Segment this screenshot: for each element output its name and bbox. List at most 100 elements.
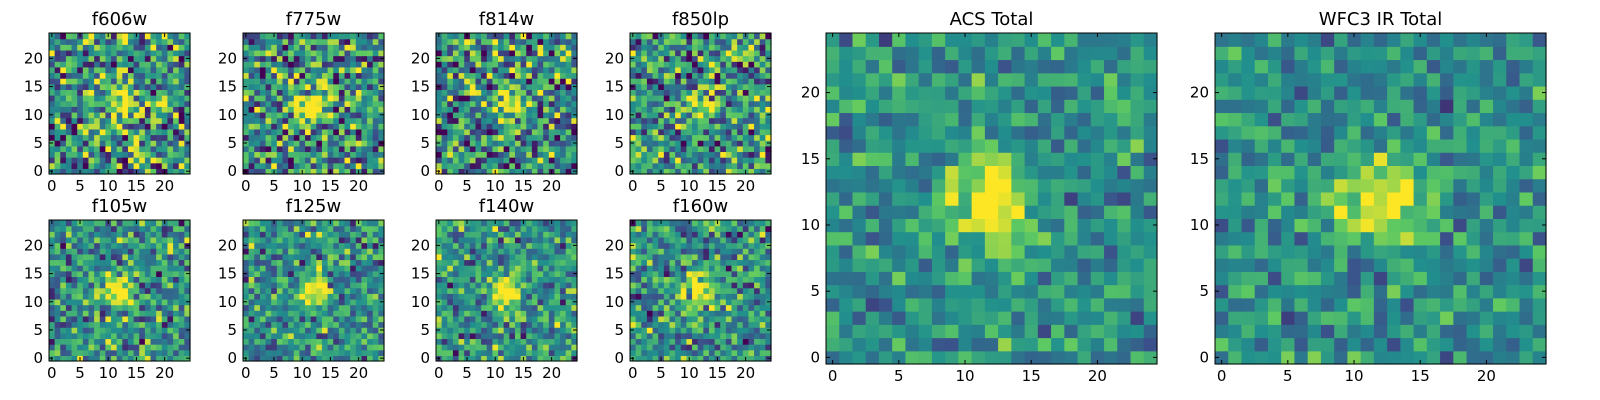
- heatmap-cell: [703, 100, 710, 107]
- heatmap-cell: [127, 265, 135, 272]
- heatmap-cell: [361, 49, 368, 57]
- heatmap-cell: [99, 349, 106, 356]
- heatmap-cell: [288, 225, 295, 232]
- heatmap-cell: [367, 111, 374, 119]
- heatmap-cell: [144, 123, 152, 130]
- heatmap-cell: [139, 78, 146, 85]
- heatmap-cell: [759, 66, 766, 74]
- heatmap-cell: [720, 78, 727, 85]
- heatmap-cell: [265, 253, 272, 261]
- heatmap-cell: [338, 253, 346, 261]
- heatmap-cell: [514, 111, 522, 119]
- heatmap-cell: [305, 151, 312, 158]
- heatmap-cell: [94, 145, 101, 153]
- heatmap-cell: [288, 38, 295, 45]
- heatmap-cell: [742, 304, 750, 311]
- heatmap-cell: [759, 162, 766, 169]
- heatmap-cell: [378, 33, 385, 40]
- heatmap-cell: [82, 310, 90, 317]
- heatmap-cell: [458, 162, 465, 169]
- heatmap-cell: [178, 78, 185, 85]
- heatmap-cell: [514, 123, 522, 130]
- heatmap-cell: [537, 259, 544, 266]
- heatmap-cell: [452, 220, 460, 227]
- heatmap-cell: [133, 38, 140, 45]
- heatmap-cell: [486, 231, 493, 238]
- heatmap-cell: [630, 61, 637, 68]
- heatmap-cell: [441, 315, 448, 323]
- heatmap-cell: [367, 145, 374, 153]
- heatmap-cell: [167, 236, 174, 244]
- heatmap-cell: [669, 123, 676, 130]
- heatmap-cell: [105, 140, 112, 147]
- heatmap-cell: [139, 304, 146, 311]
- heatmap-cell: [481, 151, 488, 158]
- heatmap-cell: [737, 327, 744, 334]
- heatmap-cell: [350, 134, 357, 141]
- heatmap-cell: [178, 231, 185, 238]
- heatmap-cell: [692, 327, 699, 334]
- heatmap-cell: [514, 220, 522, 227]
- heatmap-cell: [543, 168, 550, 175]
- heatmap-cell: [492, 231, 499, 238]
- heatmap-cell: [355, 123, 363, 130]
- heatmap-cell: [361, 315, 368, 323]
- heatmap-cell: [481, 55, 488, 62]
- heatmap-cell: [714, 83, 721, 90]
- heatmap-cell: [441, 287, 448, 294]
- heatmap-cell: [514, 72, 522, 79]
- heatmap-cell: [156, 332, 163, 340]
- heatmap-cell: [742, 140, 750, 147]
- heatmap-cell: [635, 270, 642, 277]
- heatmap-cell: [293, 78, 300, 85]
- heatmap-cell: [82, 168, 90, 175]
- heatmap-cell: [105, 128, 112, 136]
- heatmap-cell: [754, 66, 761, 74]
- heatmap-cell: [452, 270, 460, 277]
- heatmap-cell: [686, 338, 693, 345]
- heatmap-cell: [486, 61, 493, 68]
- heatmap-cell: [82, 117, 90, 124]
- heatmap-cell: [452, 231, 460, 238]
- heatmap-cell: [254, 282, 261, 289]
- heatmap-cell: [355, 349, 363, 356]
- heatmap-cell: [481, 162, 488, 169]
- heatmap-cell: [441, 89, 448, 96]
- heatmap-cell: [543, 123, 550, 130]
- heatmap-cell: [99, 236, 106, 244]
- heatmap-cell: [748, 332, 755, 340]
- heatmap-cell: [111, 315, 118, 323]
- heatmap-cell: [548, 151, 556, 158]
- heatmap-cell: [150, 38, 157, 45]
- heatmap-cell: [178, 128, 185, 136]
- heatmap-cell: [635, 321, 642, 328]
- heatmap-cell: [754, 61, 761, 68]
- heatmap-cell: [686, 293, 693, 300]
- heatmap-cell: [127, 270, 135, 277]
- heatmap-cell: [503, 162, 510, 169]
- heatmap-cell: [663, 111, 671, 119]
- heatmap-cell: [156, 321, 163, 328]
- heatmap-cell: [271, 123, 278, 130]
- heatmap-cell: [452, 304, 460, 311]
- heatmap-cell: [350, 100, 357, 107]
- heatmap-cell: [288, 248, 295, 255]
- heatmap-cell: [139, 38, 146, 45]
- heatmap-cell: [492, 236, 499, 244]
- heatmap-cell: [316, 106, 323, 113]
- heatmap-cell: [333, 304, 340, 311]
- heatmap-cell: [509, 111, 516, 119]
- heatmap-cell: [526, 61, 533, 68]
- heatmap-cell: [554, 259, 561, 266]
- heatmap-cell: [658, 38, 665, 45]
- heatmap-cell: [571, 72, 578, 79]
- heatmap-cell: [116, 111, 123, 119]
- heatmap-cell: [481, 236, 488, 244]
- heatmap-cell: [305, 298, 312, 306]
- heatmap-cell: [686, 344, 693, 351]
- heatmap-cell: [288, 100, 295, 107]
- heatmap-cell: [65, 33, 73, 40]
- heatmap-cell: [464, 270, 471, 277]
- heatmap-cell: [265, 321, 272, 328]
- x-tick-label: 0: [241, 364, 251, 382]
